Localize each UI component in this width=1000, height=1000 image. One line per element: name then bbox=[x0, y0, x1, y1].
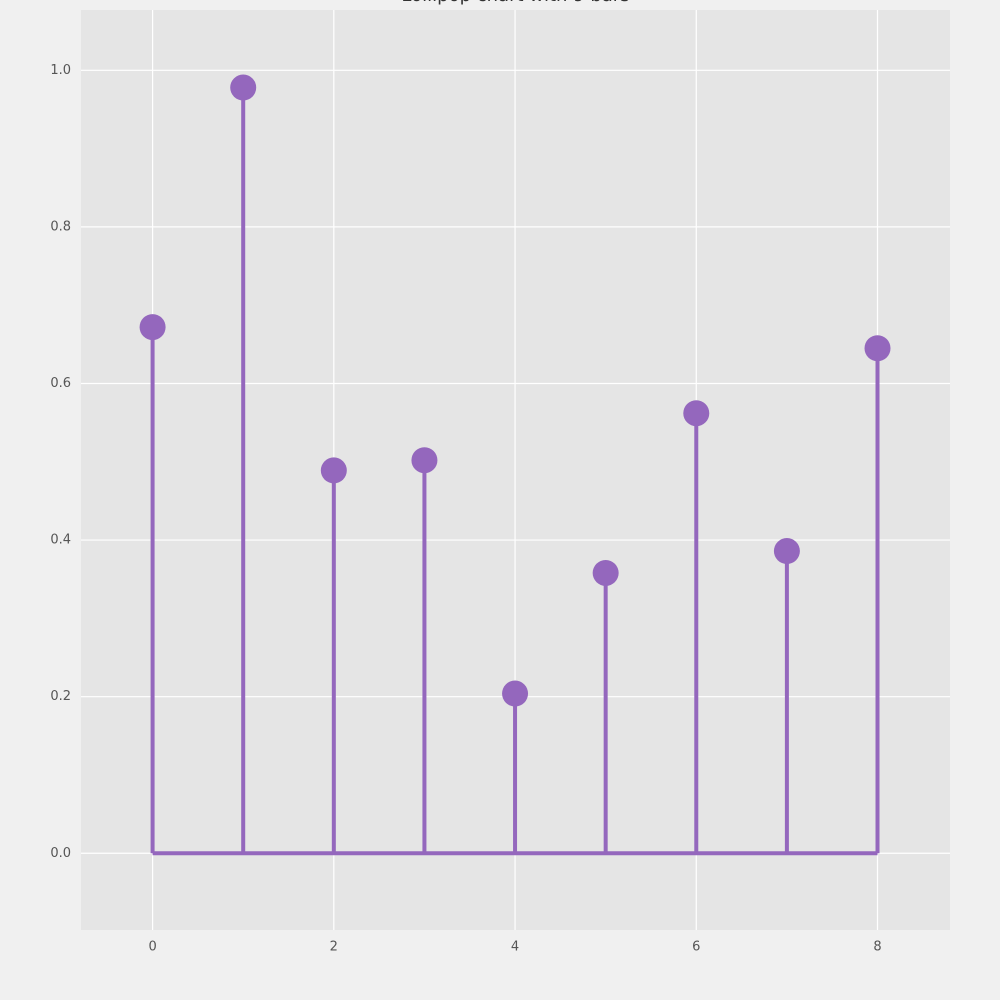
y-tick-label: 0.6 bbox=[50, 376, 71, 391]
lollipop-head bbox=[592, 559, 619, 586]
y-tick-label: 0.4 bbox=[50, 533, 71, 548]
y-tick-label: 1.0 bbox=[50, 63, 71, 78]
lollipop-head bbox=[320, 457, 347, 484]
lollipop-head bbox=[411, 447, 438, 474]
x-tick-label: 6 bbox=[692, 940, 700, 955]
lollipop-head bbox=[230, 74, 257, 101]
chart-title: Lollipop chart with 9 bars bbox=[401, 0, 629, 6]
lollipop-head bbox=[683, 400, 710, 427]
y-tick-label: 0.2 bbox=[50, 689, 71, 704]
lollipop-head bbox=[139, 314, 166, 341]
x-tick-label: 8 bbox=[873, 940, 881, 955]
y-tick-label: 0.0 bbox=[50, 846, 71, 861]
y-tick-label: 0.8 bbox=[50, 219, 71, 234]
x-tick-label: 0 bbox=[148, 940, 156, 955]
x-tick-label: 4 bbox=[511, 940, 519, 955]
lollipop-head bbox=[864, 335, 891, 362]
lollipop-head bbox=[773, 538, 800, 565]
lollipop-head bbox=[502, 680, 529, 707]
x-tick-label: 2 bbox=[330, 940, 338, 955]
